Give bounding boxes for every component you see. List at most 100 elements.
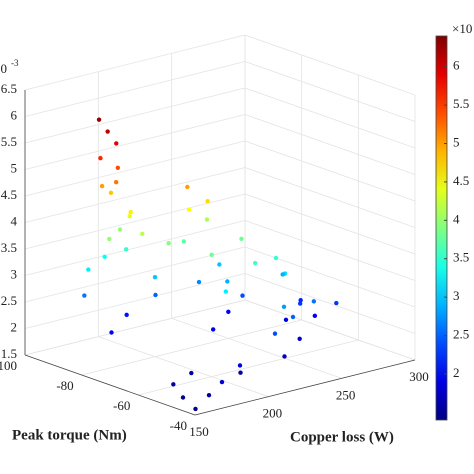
- data-point: [123, 247, 129, 252]
- data-point: [113, 180, 119, 185]
- data-point: [171, 382, 176, 387]
- data-point: [181, 239, 187, 244]
- grid-line: [24, 273, 246, 329]
- data-point: [205, 199, 210, 204]
- z-tick-label: 2.5: [1, 293, 17, 308]
- z-tick-label: 1.5: [1, 346, 17, 361]
- data-point: [283, 317, 289, 322]
- data-point: [124, 312, 129, 318]
- data-point: [140, 231, 145, 237]
- data-point: [186, 207, 192, 212]
- grid-line: [24, 246, 246, 303]
- grid-line: [244, 299, 416, 361]
- colorbar-exponent-base: ×10: [452, 21, 472, 36]
- z-tick-label: 6.5: [1, 81, 17, 96]
- z-tick-label: 6: [11, 107, 18, 122]
- axis-line: [194, 359, 416, 416]
- data-point: [204, 217, 210, 222]
- grid-line: [24, 140, 246, 197]
- z-tick-label: 4.5: [1, 187, 17, 202]
- data-point: [238, 370, 243, 375]
- grid-line: [24, 114, 246, 170]
- grid-line: [244, 246, 416, 308]
- z-tick-label: 4: [11, 213, 18, 228]
- data-point: [86, 267, 91, 272]
- data-point: [114, 141, 119, 146]
- z-tick-label: 5.5: [1, 134, 17, 149]
- data-point: [153, 292, 158, 298]
- z-tick-label: 5: [11, 160, 18, 175]
- data-point: [282, 354, 287, 359]
- grid-line: [24, 193, 246, 250]
- data-point: [209, 252, 214, 257]
- colorbar-tick-label: 4: [453, 211, 460, 226]
- colorbar-tick-label: 2.5: [453, 327, 469, 342]
- data-point: [240, 293, 245, 298]
- z-exponent-power: -3: [11, 58, 19, 68]
- x-tick-label: -80: [56, 378, 73, 393]
- data-point: [82, 293, 87, 298]
- data-point: [117, 227, 123, 232]
- data-point: [252, 260, 258, 266]
- data-point: [109, 330, 114, 335]
- data-point: [98, 155, 103, 161]
- grid-line: [244, 87, 416, 149]
- grid-line: [24, 34, 246, 91]
- data-point: [298, 298, 303, 303]
- data-point: [273, 255, 279, 261]
- data-point: [196, 279, 202, 285]
- y-tick-label: 250: [336, 387, 356, 402]
- y-tick-label: 150: [189, 424, 209, 439]
- data-point: [280, 272, 285, 277]
- grid-line: [24, 87, 246, 144]
- colorbar-tick-label: 2: [453, 365, 460, 380]
- x-tick-label: -100: [0, 358, 17, 373]
- data-point: [210, 327, 216, 332]
- grid-line: [24, 220, 246, 276]
- data-point: [334, 300, 339, 306]
- data-point: [217, 262, 222, 267]
- colorbar-tick-label: 3: [453, 288, 460, 303]
- data-point: [312, 313, 318, 319]
- colorbar-tick-label: 5.5: [453, 96, 469, 111]
- grid-line: [138, 339, 359, 396]
- grid-line: [24, 61, 246, 117]
- data-point: [193, 406, 198, 412]
- grid-line: [24, 299, 246, 356]
- data-point: [290, 314, 296, 320]
- grid-line: [244, 193, 416, 255]
- axis-line: [24, 354, 196, 416]
- data-point: [152, 274, 158, 280]
- data-point: [127, 213, 132, 219]
- z-exponent-base: 10: [0, 61, 7, 76]
- data-point: [225, 279, 230, 284]
- data-point: [108, 190, 114, 195]
- data-point: [128, 209, 133, 215]
- data-point: [206, 392, 212, 398]
- data-point: [180, 395, 186, 400]
- x-tick-label: -40: [170, 418, 187, 433]
- y-axis-label: Copper loss (W): [290, 429, 394, 445]
- grid-line: [244, 140, 416, 202]
- grid-line: [81, 319, 302, 376]
- data-point: [166, 240, 171, 246]
- x-tick-label: -60: [113, 398, 130, 413]
- data-point: [297, 336, 302, 341]
- colorbar-tick-label: 5: [453, 135, 460, 150]
- grid-line: [171, 317, 342, 379]
- colorbar-tick-label: 4.5: [453, 173, 469, 188]
- data-point: [185, 184, 190, 190]
- grid-line: [24, 167, 246, 223]
- data-point: [219, 379, 225, 385]
- x-axis-label: Peak torque (Nm): [12, 427, 127, 443]
- data-point: [311, 299, 317, 304]
- data-point: [239, 236, 244, 241]
- data-point: [272, 331, 278, 336]
- data-point: [226, 309, 231, 315]
- grid-line: [244, 167, 416, 228]
- colorbar: [435, 35, 448, 421]
- data-point: [237, 363, 243, 368]
- y-tick-label: 200: [263, 406, 283, 421]
- colorbar-tick-label: 6: [453, 58, 460, 73]
